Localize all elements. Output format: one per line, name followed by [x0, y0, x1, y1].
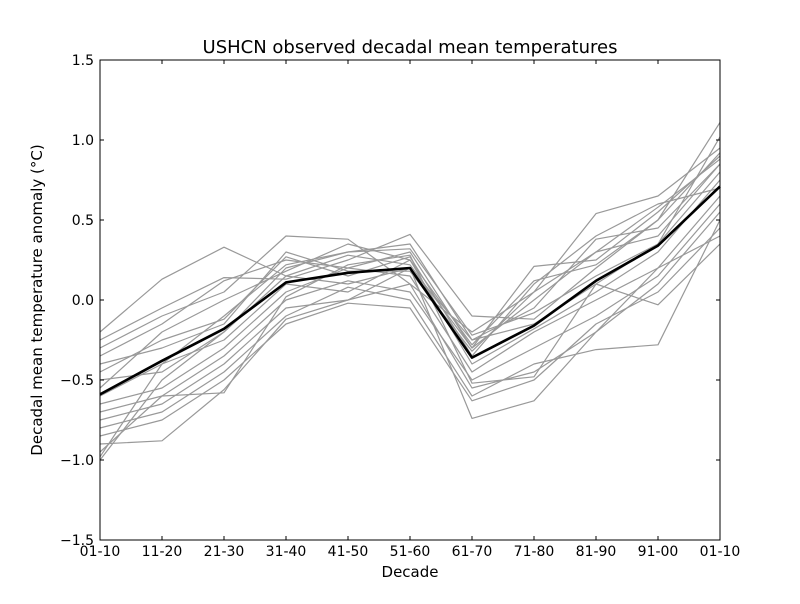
mean-series-line — [99, 185, 721, 396]
series-line-15 — [99, 163, 721, 461]
x-tick-label: 31-40 — [266, 544, 307, 560]
x-tick-label: 91-00 — [638, 544, 679, 560]
series-line-4 — [99, 155, 721, 357]
y-tick-label: −1.5 — [60, 533, 94, 549]
chart-title: USHCN observed decadal mean temperatures — [203, 37, 618, 58]
series-line-5 — [99, 187, 721, 373]
x-tick-label: 01-10 — [80, 544, 121, 560]
series-line-2 — [99, 122, 721, 341]
series-line-17 — [99, 152, 721, 389]
y-tick-label: −0.5 — [60, 373, 94, 389]
series-line-8 — [99, 195, 721, 405]
y-tick-label: 0.5 — [72, 213, 94, 229]
series-line-6 — [99, 163, 721, 381]
x-tick-label: 51-60 — [390, 544, 431, 560]
x-tick-label: 61-70 — [452, 544, 493, 560]
series-line-18 — [99, 158, 721, 365]
x-tick-label: 21-30 — [204, 544, 245, 560]
series-line-10 — [99, 211, 721, 421]
series-line-11 — [99, 219, 721, 429]
x-tick-label: 41-50 — [328, 544, 369, 560]
x-tick-label: 11-20 — [142, 544, 183, 560]
x-tick-label: 81-90 — [576, 544, 617, 560]
series-line-9 — [99, 203, 721, 413]
axes-layer: 01-10 11-20 21-30 31-40 41-50 51-60 61-70 71-80… — [60, 53, 740, 560]
series-line-14 — [99, 243, 721, 453]
y-axis-label: Decadal mean temperature anomaly (°C) — [28, 144, 46, 455]
y-tick-label: 1.5 — [72, 53, 94, 69]
x-axis-label: Decade — [382, 563, 439, 581]
y-tick-label: 0.0 — [72, 293, 94, 309]
y-tick-label: −1.0 — [60, 453, 94, 469]
x-tick-label: 01-10 — [700, 544, 741, 560]
y-tick-label: 1.0 — [72, 133, 94, 149]
x-tick-label: 71-80 — [514, 544, 555, 560]
series-layer — [99, 122, 721, 461]
